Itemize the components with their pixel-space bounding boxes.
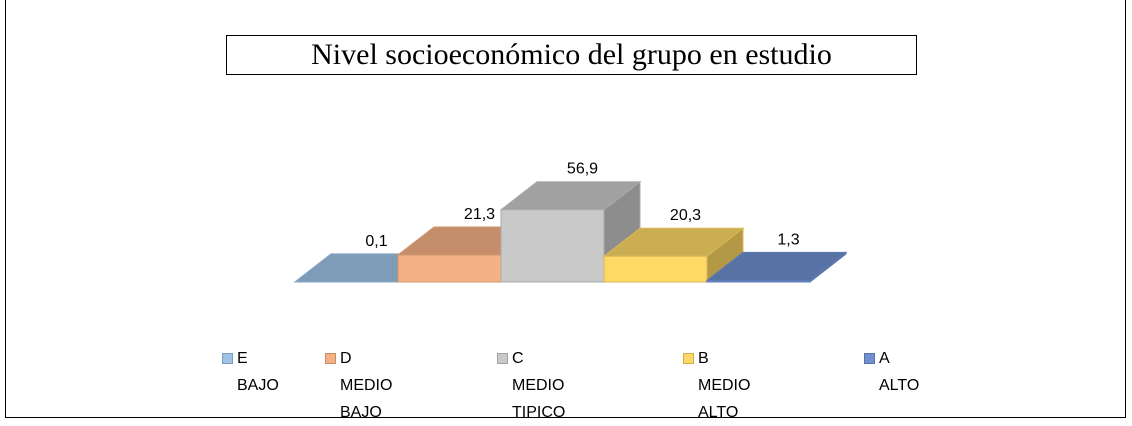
legend-label: B MEDIO ALTO: [698, 345, 750, 426]
data-label: 56,9: [567, 161, 598, 178]
legend-label: C MEDIO TIPICO: [512, 345, 565, 426]
bar-front: [604, 256, 707, 282]
legend-swatch: [497, 353, 508, 364]
legend-swatch: [864, 353, 875, 364]
legend-label: A ALTO: [879, 345, 919, 399]
legend-swatch: [325, 353, 336, 364]
data-label: 20,3: [670, 207, 701, 224]
bar-front: [707, 280, 810, 282]
legend-label: D MEDIO BAJO: [340, 345, 392, 426]
legend-swatch: [683, 353, 694, 364]
bar-front: [398, 255, 501, 282]
data-label: 21,3: [464, 206, 495, 223]
legend-swatch: [222, 353, 233, 364]
data-label: 1,3: [777, 231, 799, 248]
data-label: 0,1: [365, 233, 387, 250]
legend-label: E BAJO: [237, 345, 279, 399]
bar-front: [501, 210, 604, 282]
